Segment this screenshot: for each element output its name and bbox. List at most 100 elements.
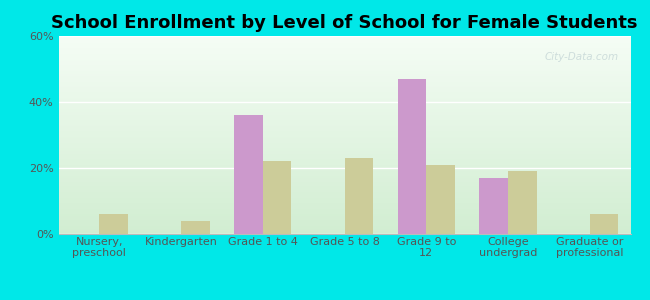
Bar xyxy=(58,206,630,207)
Bar xyxy=(58,67,630,68)
Bar xyxy=(58,156,630,157)
Bar xyxy=(58,217,630,218)
Bar xyxy=(58,79,630,80)
Bar xyxy=(58,113,630,114)
Bar xyxy=(590,214,618,234)
Bar xyxy=(426,165,455,234)
Bar xyxy=(58,43,630,44)
Bar xyxy=(58,98,630,99)
Bar xyxy=(58,216,630,217)
Bar xyxy=(58,233,630,234)
Bar xyxy=(58,223,630,224)
Bar xyxy=(58,207,630,208)
Bar xyxy=(58,205,630,206)
Bar xyxy=(58,46,630,47)
Bar xyxy=(58,170,630,171)
Bar xyxy=(58,225,630,226)
Bar xyxy=(58,220,630,221)
Bar xyxy=(58,208,630,209)
Bar xyxy=(58,212,630,213)
Bar xyxy=(58,73,630,74)
Bar xyxy=(58,163,630,164)
Bar xyxy=(58,76,630,78)
Bar xyxy=(58,188,630,190)
Bar xyxy=(58,153,630,154)
Bar xyxy=(58,172,630,174)
Bar xyxy=(58,96,630,98)
Bar xyxy=(58,74,630,75)
Bar xyxy=(398,79,426,234)
Bar xyxy=(58,58,630,59)
Bar xyxy=(58,126,630,127)
Bar xyxy=(263,161,291,234)
Bar xyxy=(58,36,630,37)
Bar xyxy=(58,211,630,212)
Bar xyxy=(58,145,630,146)
Bar xyxy=(58,116,630,117)
Bar xyxy=(58,94,630,95)
Bar xyxy=(58,136,630,137)
Bar xyxy=(58,179,630,181)
Bar xyxy=(58,191,630,192)
Bar xyxy=(58,167,630,168)
Bar xyxy=(58,160,630,161)
Bar xyxy=(58,105,630,106)
Bar xyxy=(58,107,630,108)
Bar xyxy=(58,165,630,166)
Bar xyxy=(58,112,630,113)
Bar xyxy=(58,70,630,72)
Bar xyxy=(58,137,630,138)
Bar xyxy=(58,117,630,118)
Bar xyxy=(58,192,630,194)
Bar xyxy=(58,175,630,176)
Bar xyxy=(58,52,630,53)
Bar xyxy=(58,125,630,126)
Bar xyxy=(58,48,630,49)
Bar xyxy=(58,190,630,191)
Bar xyxy=(58,138,630,139)
Bar xyxy=(58,37,630,38)
Bar xyxy=(58,41,630,42)
Bar xyxy=(58,196,630,197)
Bar xyxy=(58,92,630,93)
Bar xyxy=(58,147,630,148)
Bar xyxy=(58,144,630,145)
Bar xyxy=(58,128,630,129)
Bar xyxy=(58,142,630,143)
Bar xyxy=(58,68,630,69)
Bar xyxy=(58,99,630,100)
Bar xyxy=(58,199,630,200)
Bar xyxy=(58,89,630,91)
Bar xyxy=(58,232,630,233)
Bar xyxy=(58,88,630,89)
Bar xyxy=(58,185,630,187)
Bar xyxy=(58,45,630,46)
Bar xyxy=(58,53,630,54)
Bar xyxy=(58,119,630,120)
Bar xyxy=(58,197,630,198)
Bar xyxy=(58,121,630,122)
Bar xyxy=(58,146,630,147)
Bar xyxy=(58,101,630,102)
Bar xyxy=(58,213,630,214)
Bar xyxy=(58,154,630,155)
Bar xyxy=(58,103,630,104)
Bar xyxy=(58,139,630,140)
Bar xyxy=(58,222,630,223)
Bar xyxy=(58,169,630,170)
Bar xyxy=(58,111,630,112)
Bar xyxy=(58,177,630,178)
Bar xyxy=(58,39,630,40)
Bar xyxy=(58,70,630,71)
Bar xyxy=(58,60,630,61)
Bar xyxy=(58,135,630,136)
Bar xyxy=(58,104,630,105)
Bar xyxy=(58,157,630,158)
Bar xyxy=(58,181,630,182)
Bar xyxy=(58,50,630,51)
Bar xyxy=(58,82,630,83)
Bar xyxy=(58,200,630,201)
Bar xyxy=(58,65,630,66)
Bar xyxy=(58,194,630,195)
Bar xyxy=(58,166,630,167)
